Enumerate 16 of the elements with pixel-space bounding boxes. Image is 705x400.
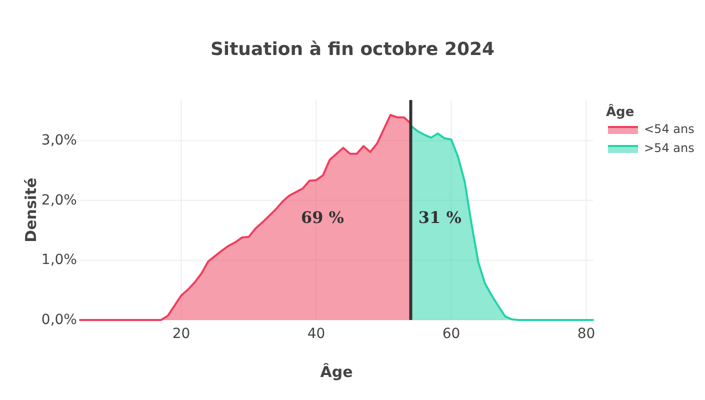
y-tick-label: 1,0% xyxy=(41,252,77,268)
x-tick-label: 80 xyxy=(577,326,596,342)
x-tick-label: 40 xyxy=(307,326,326,342)
chart-title: Situation à fin octobre 2024 xyxy=(210,38,495,60)
y-tick-label: 3,0% xyxy=(41,132,77,148)
legend-label: <54 ans xyxy=(644,122,694,136)
y-tick-label: 2,0% xyxy=(41,192,77,208)
annotation: 31 % xyxy=(418,208,462,228)
legend-title: Âge xyxy=(606,102,634,120)
x-tick-label: 60 xyxy=(442,326,460,342)
x-tick-label: 20 xyxy=(172,326,190,342)
y-axis-title: Densité xyxy=(22,178,40,242)
annotation: 69 % xyxy=(300,208,344,228)
x-axis-title: Âge xyxy=(320,363,353,382)
legend-label: >54 ans xyxy=(644,141,694,156)
y-tick-label: 0,0% xyxy=(41,312,77,328)
